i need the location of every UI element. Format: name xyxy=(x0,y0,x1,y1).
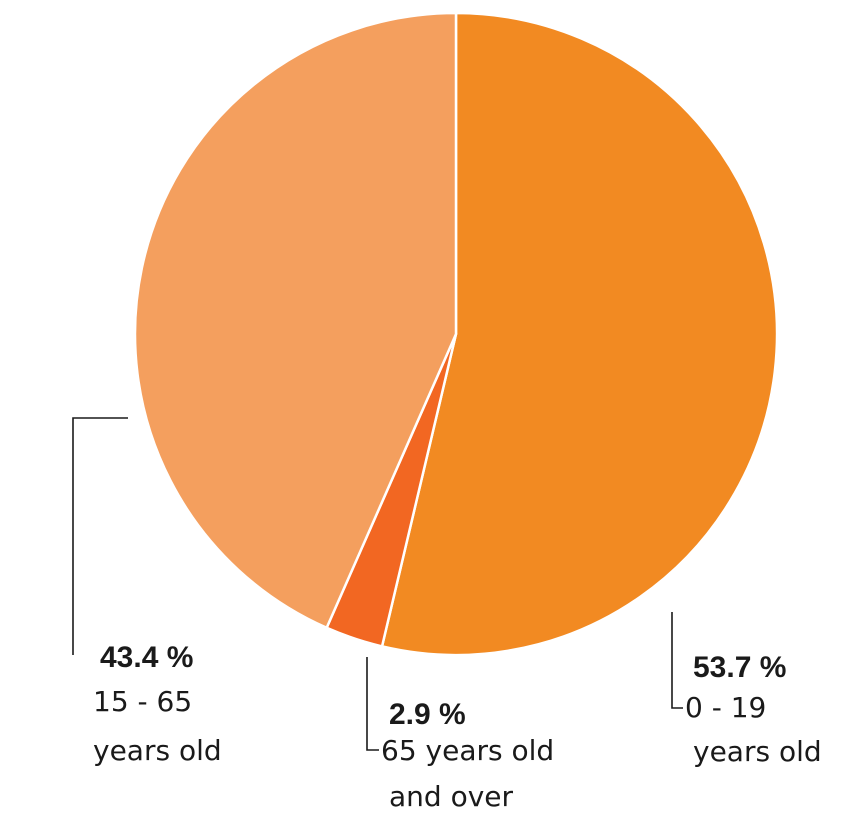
percent-label-slice-1: 2.9 % xyxy=(389,698,466,731)
leader-line-slice-1 xyxy=(366,657,379,751)
pie-slices xyxy=(133,11,779,657)
percent-label-slice-2: 43.4 % xyxy=(100,641,193,674)
category-label-slice-2-line-2: years old xyxy=(93,734,222,767)
label-group-slice-2: 43.4 % 15 - 65 years old xyxy=(72,417,222,767)
pie-slice-2 xyxy=(133,11,458,630)
percent-label-slice-0: 53.7 % xyxy=(693,651,786,684)
category-label-slice-1-line-2: and over xyxy=(389,780,514,813)
category-label-slice-2-line-1: 15 - 65 xyxy=(93,685,192,718)
label-group-slice-0: 53.7 % 0 - 19 years old xyxy=(671,612,822,768)
pie-slice-0 xyxy=(380,11,779,657)
category-label-slice-0-line-1: 0 - 19 xyxy=(685,691,766,724)
leader-line-slice-0 xyxy=(671,612,683,709)
category-label-slice-0-line-2: years old xyxy=(693,735,822,768)
leader-line-slice-2 xyxy=(72,417,128,655)
label-group-slice-1: 2.9 % 65 years old and over xyxy=(366,657,554,813)
category-label-slice-1-line-1: 65 years old xyxy=(381,734,554,767)
